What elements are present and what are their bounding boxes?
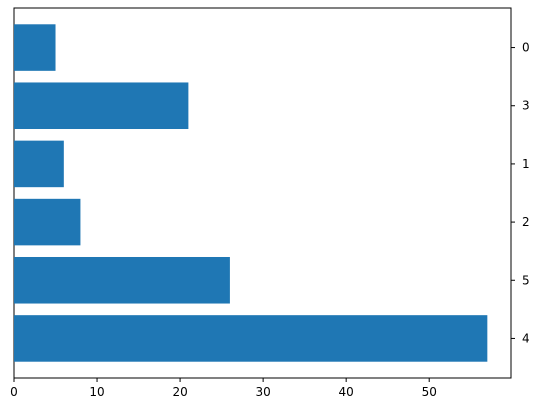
plot-frame xyxy=(13,7,512,379)
y-tick-label: 5 xyxy=(522,273,530,287)
y-tick-label: 3 xyxy=(522,99,530,113)
y-tick-label: 1 xyxy=(522,157,530,171)
x-tick-label: 0 xyxy=(10,385,18,399)
bar xyxy=(14,256,230,304)
x-tick-label: 10 xyxy=(89,385,104,399)
x-tick-label: 20 xyxy=(172,385,187,399)
bar xyxy=(14,198,81,246)
bar xyxy=(14,24,56,71)
bar xyxy=(14,315,488,362)
y-tick-label: 0 xyxy=(522,41,530,55)
x-tick-label: 50 xyxy=(422,385,437,399)
x-tick-label: 30 xyxy=(255,385,270,399)
bar xyxy=(14,140,64,188)
y-tick-label: 4 xyxy=(522,331,530,345)
x-tick-label: 40 xyxy=(339,385,354,399)
y-tick-label: 2 xyxy=(522,215,530,229)
bar xyxy=(14,82,189,130)
